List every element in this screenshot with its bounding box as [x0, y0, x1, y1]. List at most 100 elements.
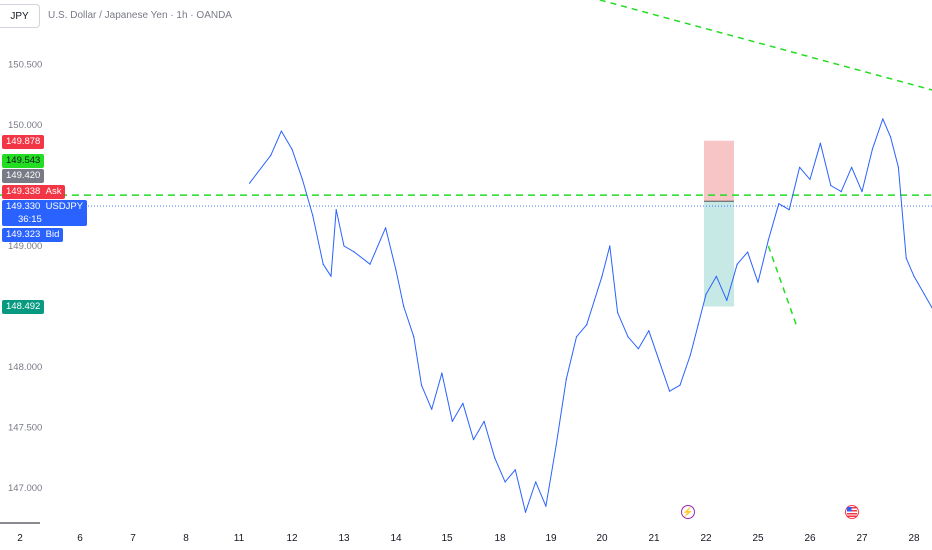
x-tick-label: 6 — [77, 533, 83, 544]
x-tick-label: 20 — [596, 533, 608, 544]
stop-loss-zone[interactable] — [704, 140, 734, 202]
price-point — [504, 481, 506, 483]
y-tick-label: 147.500 — [8, 423, 42, 434]
price-point — [369, 263, 371, 265]
price-point — [617, 312, 619, 314]
price-point — [689, 354, 692, 356]
us-flag-icon[interactable] — [845, 505, 859, 519]
price-point — [322, 263, 324, 265]
chart-title: U.S. Dollar / Japanese Yen · 1h · OANDA — [48, 10, 232, 21]
series-line-usdjpy[interactable] — [249, 118, 932, 513]
x-tick-label: 2 — [17, 533, 23, 544]
price-point — [747, 251, 749, 253]
price-point — [494, 457, 496, 459]
price-point — [736, 263, 738, 265]
price-point — [565, 378, 567, 380]
price-point — [897, 166, 900, 168]
price-point — [697, 324, 699, 326]
price-point — [330, 275, 332, 277]
x-tick-label: 27 — [856, 533, 868, 544]
price-point — [312, 215, 314, 217]
price-point — [403, 305, 405, 308]
price-series — [249, 118, 932, 513]
price-point — [627, 336, 629, 338]
price-point — [335, 209, 337, 211]
price-point — [483, 420, 485, 422]
price-point — [767, 239, 770, 241]
ask-tag: 149.338 Ask — [2, 185, 66, 199]
price-point — [715, 275, 718, 277]
price-point — [788, 209, 790, 211]
price-point — [301, 178, 303, 180]
x-tick-label: 14 — [390, 533, 402, 544]
bid-tag: 149.323 Bid — [2, 228, 64, 242]
price-point — [648, 330, 650, 332]
stop-tag: 148.492 — [2, 300, 45, 314]
price-point — [669, 390, 671, 392]
trendlines — [0, 0, 932, 328]
price-point — [545, 505, 547, 507]
price-point — [705, 293, 707, 295]
price-point — [420, 384, 423, 386]
price-point — [819, 142, 822, 144]
price-tag-3: 149.420 — [2, 169, 45, 183]
trendline-1[interactable] — [526, 0, 932, 282]
x-tick-label: 12 — [286, 533, 298, 544]
price-point — [343, 245, 345, 247]
price-point — [451, 420, 453, 422]
x-tick-label: 15 — [441, 533, 453, 544]
price-point — [431, 408, 433, 410]
price-point — [249, 182, 251, 184]
y-tick-label: 150.000 — [8, 120, 42, 131]
trendline-2[interactable] — [767, 245, 798, 328]
y-tick-label: 150.500 — [8, 60, 42, 71]
price-point — [882, 118, 884, 120]
price-point — [413, 336, 415, 338]
price-point — [395, 269, 397, 271]
price-point — [778, 203, 780, 205]
price-point — [280, 130, 282, 132]
price-point — [830, 184, 832, 187]
symbol-label: JPY — [10, 10, 29, 22]
last-price-tag: 149.330 USDJPY 36:15 — [2, 200, 88, 226]
symbol-search-button[interactable]: JPY — [0, 4, 40, 28]
price-point — [472, 439, 475, 441]
x-tick-label: 21 — [648, 533, 660, 544]
price-point — [923, 293, 926, 295]
price-point — [524, 511, 527, 513]
price-point — [840, 191, 842, 193]
price-point — [726, 299, 728, 301]
price-point — [555, 445, 557, 447]
x-tick-label: 25 — [752, 533, 764, 544]
price-point — [913, 275, 915, 277]
price-point — [586, 324, 588, 326]
price-point — [462, 402, 464, 404]
price-point — [851, 166, 853, 168]
price-point — [861, 191, 863, 193]
price-point — [905, 257, 907, 259]
y-tick-label: 147.000 — [8, 483, 42, 494]
price-point — [353, 251, 355, 253]
lightning-icon[interactable]: ⚡ — [681, 505, 695, 519]
x-tick-label: 26 — [804, 533, 816, 544]
price-point — [385, 227, 387, 229]
x-tick-label: 28 — [908, 533, 920, 544]
x-tick-label: 13 — [338, 533, 350, 544]
price-point — [637, 348, 640, 350]
x-tick-label: 22 — [700, 533, 712, 544]
price-point — [679, 384, 681, 386]
x-tick-label: 8 — [183, 533, 189, 544]
price-tag-1: 149.878 — [2, 135, 45, 149]
x-tick-label: 7 — [130, 533, 136, 544]
price-point — [291, 148, 293, 150]
price-point — [593, 299, 596, 301]
y-tick-label: 149.000 — [8, 241, 42, 252]
price-point — [535, 481, 537, 483]
price-point — [799, 166, 801, 168]
price-point — [270, 154, 272, 156]
price-point — [441, 372, 443, 374]
price-point — [601, 275, 603, 277]
x-tick-label: 11 — [234, 533, 245, 544]
x-axis: 2 6 7 8 11 12 13 14 15 18 19 20 21 22 25 26 27 28 — [0, 522, 920, 544]
